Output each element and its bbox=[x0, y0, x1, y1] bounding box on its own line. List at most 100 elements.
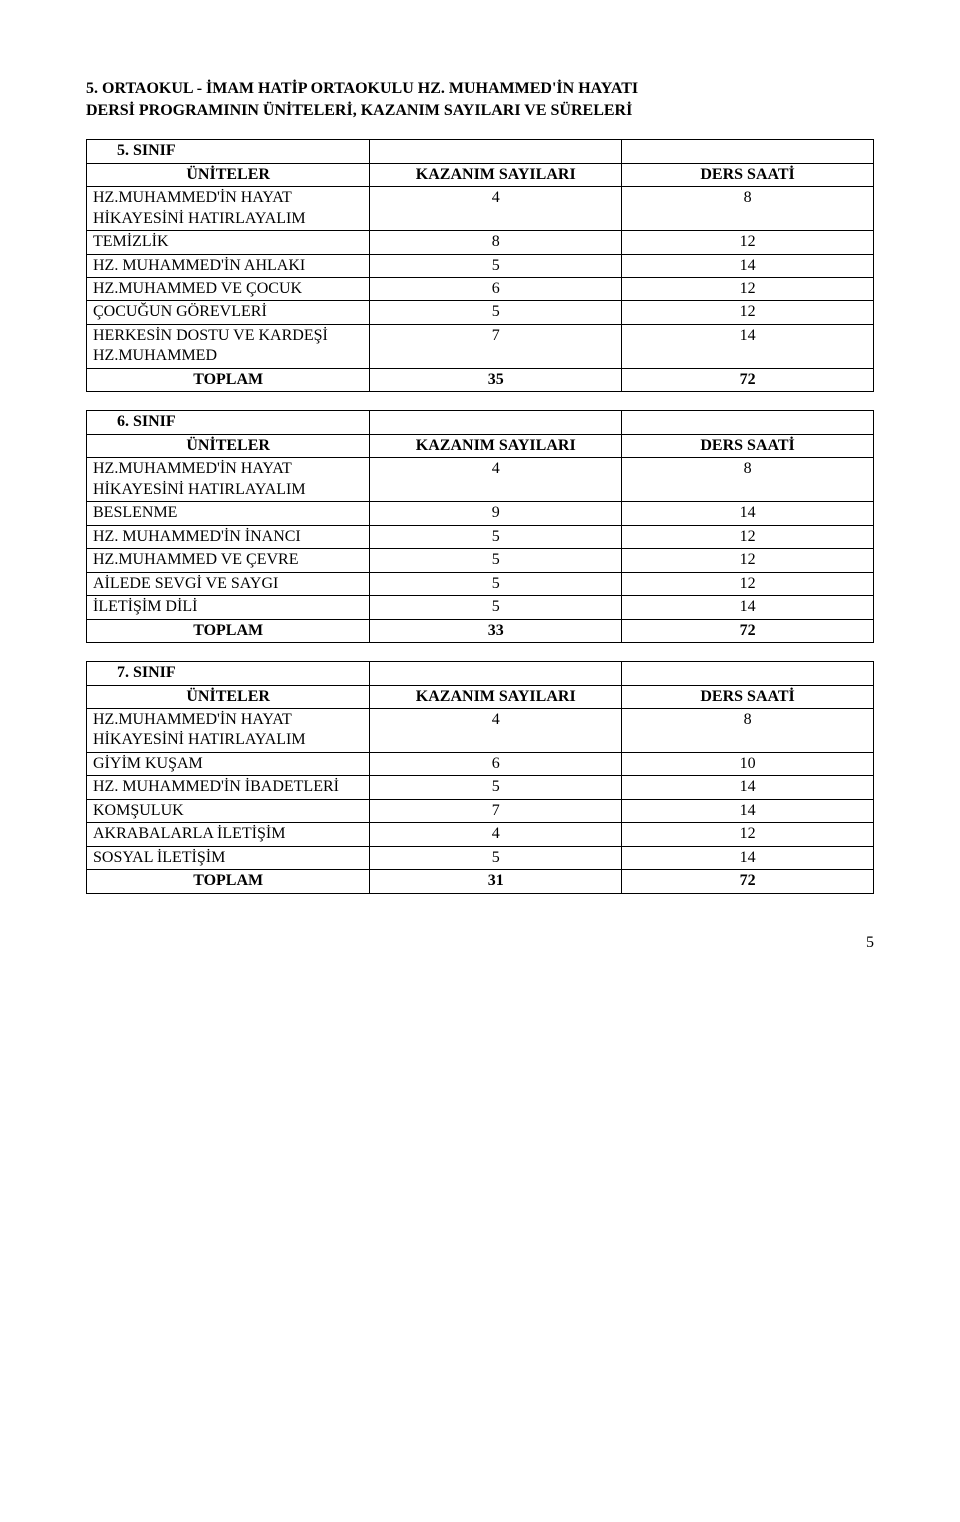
unit-ds: 14 bbox=[622, 846, 874, 869]
unit-ds: 8 bbox=[622, 458, 874, 502]
header-ders: DERS SAATİ bbox=[622, 163, 874, 186]
unit-label: ÇOCUĞUN GÖREVLERİ bbox=[87, 301, 370, 324]
table-row: BESLENME 9 14 bbox=[87, 502, 874, 525]
unit-ds: 12 bbox=[622, 231, 874, 254]
table-row: AİLEDE SEVGİ VE SAYGI 5 12 bbox=[87, 572, 874, 595]
unit-ds: 12 bbox=[622, 278, 874, 301]
unit-ds: 12 bbox=[622, 823, 874, 846]
total-ds: 72 bbox=[622, 619, 874, 642]
unit-label: HZ.MUHAMMED VE ÇEVRE bbox=[87, 549, 370, 572]
unit-ds: 14 bbox=[622, 254, 874, 277]
unit-ks: 4 bbox=[370, 823, 622, 846]
unit-ks: 8 bbox=[370, 231, 622, 254]
unit-label: BESLENME bbox=[87, 502, 370, 525]
unit-label: GİYİM KUŞAM bbox=[87, 752, 370, 775]
table-row: ÇOCUĞUN GÖREVLERİ 5 12 bbox=[87, 301, 874, 324]
unit-ds: 14 bbox=[622, 776, 874, 799]
header-kazanim: KAZANIM SAYILARI bbox=[370, 685, 622, 708]
total-ks: 31 bbox=[370, 870, 622, 893]
grade-label-row: 6. SINIF bbox=[87, 411, 874, 434]
unit-ks: 4 bbox=[370, 458, 622, 502]
unit-label: HZ.MUHAMMED'İN HAYAT HİKAYESİNİ HATIRLAY… bbox=[87, 187, 370, 231]
heading-line-1: 5. ORTAOKUL - İMAM HATİP ORTAOKULU HZ. M… bbox=[86, 80, 638, 97]
total-row: TOPLAM 35 72 bbox=[87, 368, 874, 391]
unit-ks: 6 bbox=[370, 752, 622, 775]
empty-cell bbox=[622, 411, 874, 434]
empty-cell bbox=[622, 662, 874, 685]
column-header-row: ÜNİTELER KAZANIM SAYILARI DERS SAATİ bbox=[87, 434, 874, 457]
unit-ks: 4 bbox=[370, 187, 622, 231]
unit-ks: 5 bbox=[370, 525, 622, 548]
table-row: HZ.MUHAMMED VE ÇOCUK 6 12 bbox=[87, 278, 874, 301]
header-uniteler: ÜNİTELER bbox=[87, 434, 370, 457]
table-row: KOMŞULUK 7 14 bbox=[87, 799, 874, 822]
unit-ks: 4 bbox=[370, 708, 622, 752]
empty-cell bbox=[370, 662, 622, 685]
unit-label: HZ.MUHAMMED'İN HAYAT HİKAYESİNİ HATIRLAY… bbox=[87, 458, 370, 502]
table-row: HZ.MUHAMMED VE ÇEVRE 5 12 bbox=[87, 549, 874, 572]
total-ks: 35 bbox=[370, 368, 622, 391]
unit-label: SOSYAL İLETİŞİM bbox=[87, 846, 370, 869]
grade-label: 7. SINIF bbox=[87, 662, 370, 685]
header-kazanim: KAZANIM SAYILARI bbox=[370, 434, 622, 457]
column-header-row: ÜNİTELER KAZANIM SAYILARI DERS SAATİ bbox=[87, 685, 874, 708]
column-header-row: ÜNİTELER KAZANIM SAYILARI DERS SAATİ bbox=[87, 163, 874, 186]
unit-ks: 7 bbox=[370, 799, 622, 822]
unit-ks: 5 bbox=[370, 301, 622, 324]
total-label: TOPLAM bbox=[87, 368, 370, 391]
empty-cell bbox=[622, 140, 874, 163]
table-row: GİYİM KUŞAM 6 10 bbox=[87, 752, 874, 775]
table-row: HZ.MUHAMMED'İN HAYAT HİKAYESİNİ HATIRLAY… bbox=[87, 187, 874, 231]
unit-ds: 12 bbox=[622, 572, 874, 595]
table-row: HZ. MUHAMMED'İN İBADETLERİ 5 14 bbox=[87, 776, 874, 799]
total-ds: 72 bbox=[622, 368, 874, 391]
unit-ds: 14 bbox=[622, 596, 874, 619]
unit-ks: 9 bbox=[370, 502, 622, 525]
table-row: HZ. MUHAMMED'İN AHLAKI 5 14 bbox=[87, 254, 874, 277]
table-row: HZ.MUHAMMED'İN HAYAT HİKAYESİNİ HATIRLAY… bbox=[87, 708, 874, 752]
table-grade-6: 6. SINIF ÜNİTELER KAZANIM SAYILARI DERS … bbox=[86, 410, 874, 643]
header-kazanim: KAZANIM SAYILARI bbox=[370, 163, 622, 186]
unit-ds: 14 bbox=[622, 799, 874, 822]
unit-ks: 5 bbox=[370, 572, 622, 595]
total-row: TOPLAM 31 72 bbox=[87, 870, 874, 893]
page-heading: 5. ORTAOKUL - İMAM HATİP ORTAOKULU HZ. M… bbox=[86, 78, 874, 121]
unit-label: HZ.MUHAMMED'İN HAYAT HİKAYESİNİ HATIRLAY… bbox=[87, 708, 370, 752]
table-row: SOSYAL İLETİŞİM 5 14 bbox=[87, 846, 874, 869]
table-grade-7: 7. SINIF ÜNİTELER KAZANIM SAYILARI DERS … bbox=[86, 661, 874, 894]
unit-label: KOMŞULUK bbox=[87, 799, 370, 822]
unit-label: HERKESİN DOSTU VE KARDEŞİ HZ.MUHAMMED bbox=[87, 324, 370, 368]
grade-label: 6. SINIF bbox=[87, 411, 370, 434]
table-row: TEMİZLİK 8 12 bbox=[87, 231, 874, 254]
table-row: AKRABALARLA İLETİŞİM 4 12 bbox=[87, 823, 874, 846]
unit-ks: 5 bbox=[370, 549, 622, 572]
header-ders: DERS SAATİ bbox=[622, 685, 874, 708]
unit-label: AİLEDE SEVGİ VE SAYGI bbox=[87, 572, 370, 595]
unit-ds: 8 bbox=[622, 708, 874, 752]
table-row: İLETİŞİM DİLİ 5 14 bbox=[87, 596, 874, 619]
unit-label: HZ. MUHAMMED'İN İBADETLERİ bbox=[87, 776, 370, 799]
unit-label: HZ.MUHAMMED VE ÇOCUK bbox=[87, 278, 370, 301]
unit-ds: 14 bbox=[622, 324, 874, 368]
grade-label-row: 7. SINIF bbox=[87, 662, 874, 685]
empty-cell bbox=[370, 140, 622, 163]
unit-ks: 6 bbox=[370, 278, 622, 301]
page-number: 5 bbox=[86, 934, 874, 952]
unit-ds: 14 bbox=[622, 502, 874, 525]
unit-ds: 12 bbox=[622, 301, 874, 324]
total-ks: 33 bbox=[370, 619, 622, 642]
unit-ks: 5 bbox=[370, 846, 622, 869]
table-row: HZ. MUHAMMED'İN İNANCI 5 12 bbox=[87, 525, 874, 548]
unit-ds: 8 bbox=[622, 187, 874, 231]
unit-ks: 5 bbox=[370, 596, 622, 619]
empty-cell bbox=[370, 411, 622, 434]
table-grade-5: 5. SINIF ÜNİTELER KAZANIM SAYILARI DERS … bbox=[86, 139, 874, 392]
grade-label: 5. SINIF bbox=[87, 140, 370, 163]
total-label: TOPLAM bbox=[87, 619, 370, 642]
total-row: TOPLAM 33 72 bbox=[87, 619, 874, 642]
unit-label: HZ. MUHAMMED'İN AHLAKI bbox=[87, 254, 370, 277]
unit-ds: 12 bbox=[622, 549, 874, 572]
unit-label: TEMİZLİK bbox=[87, 231, 370, 254]
unit-ds: 12 bbox=[622, 525, 874, 548]
unit-ks: 5 bbox=[370, 254, 622, 277]
